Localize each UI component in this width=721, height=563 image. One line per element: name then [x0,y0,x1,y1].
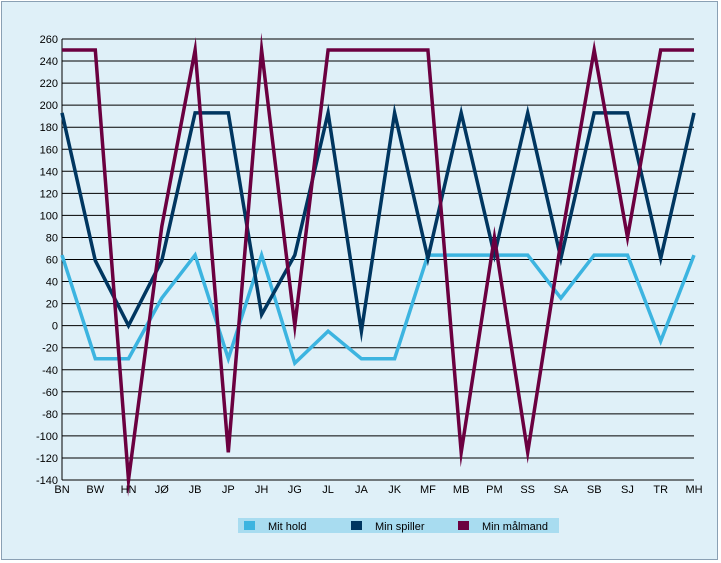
y-tick-label: 240 [40,56,58,68]
y-tick-label: 80 [46,232,58,244]
x-tick-label: JH [255,484,269,496]
x-tick-label: TR [653,484,668,496]
x-tick-label: JK [388,484,402,496]
x-tick-label: BW [86,484,104,496]
legend-swatch [351,521,362,530]
legend: Mit hold Min spiller Min målmand [238,518,559,533]
series-lines [60,32,696,497]
x-tick-label: BN [54,484,69,496]
x-tick-label: SA [554,484,569,496]
y-tick-label: 0 [52,321,58,333]
y-tick-label: -120 [36,453,58,465]
y-tick-label: 220 [40,78,58,90]
y-tick-label: -60 [42,387,58,399]
y-tick-label: -80 [42,409,58,421]
y-tick-label: 140 [40,166,58,178]
y-tick-label: -140 [36,475,58,487]
y-tick-label: 40 [46,277,58,289]
x-tick-label: JØ [155,484,170,496]
x-tick-label: SB [587,484,602,496]
legend-swatch [244,521,255,530]
legend-background [238,518,559,533]
legend-label: Min spiller [375,521,425,533]
y-tick-label: -100 [36,431,58,443]
y-tick-label: -20 [42,343,58,355]
x-tick-label: JA [355,484,369,496]
y-tick-label: 200 [40,100,58,112]
y-tick-label: 160 [40,144,58,156]
x-tick-label: JP [222,484,235,496]
y-tick-labels: -140 -120 -100 -80 -60 -40 -20 0 20 40 60 80 100 120 1… [36,34,58,487]
y-tick-label: 100 [40,210,58,222]
series-line-3 [62,32,694,497]
x-tick-label: MH [685,484,702,496]
y-tick-label: 20 [46,299,58,311]
y-tick-label: 120 [40,188,58,200]
x-tick-label: SS [520,484,535,496]
legend-label: Min målmand [482,521,548,533]
x-tick-label: JL [322,484,334,496]
x-tick-label: MF [420,484,436,496]
legend-label: Mit hold [268,521,307,533]
x-tick-labels: BN BW HN JØ JB JP JH JG JL JA JK MF MB PM SS SA SB SJ TR MH [54,484,702,496]
x-tick-label: JB [189,484,202,496]
y-tick-label: 60 [46,255,58,267]
x-tick-label: JG [288,484,302,496]
y-tick-label: 260 [40,34,58,46]
legend-swatch [458,521,469,530]
x-tick-label: MB [453,484,470,496]
y-tick-label: -40 [42,365,58,377]
x-tick-label: SJ [621,484,634,496]
x-tick-label: PM [486,484,503,496]
series-line-2 [60,103,696,343]
series-line-1 [60,249,696,367]
y-tick-label: 180 [40,122,58,134]
